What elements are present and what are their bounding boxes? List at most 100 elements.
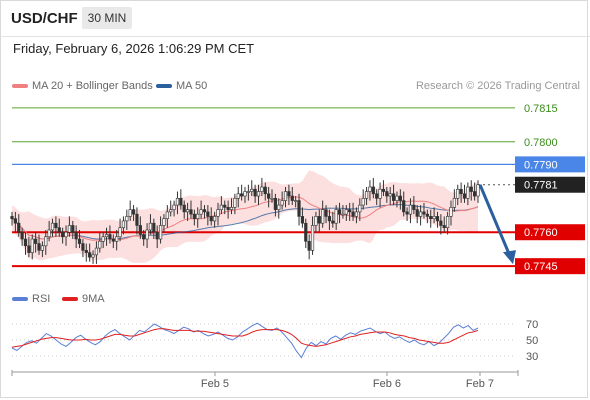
candle-body xyxy=(408,204,413,215)
candle-body xyxy=(429,216,433,219)
candle-body xyxy=(310,225,315,251)
candle-body xyxy=(253,188,257,197)
level-label-0.7760: 0.7760 xyxy=(524,227,558,239)
candle-body xyxy=(385,191,389,197)
candle-body xyxy=(229,207,234,210)
rsi-tick-50: 50 xyxy=(526,335,538,347)
ma50-swatch xyxy=(156,84,172,89)
candle-body xyxy=(209,216,213,222)
candle-body xyxy=(405,211,409,215)
candle-body xyxy=(337,209,342,215)
candle-body xyxy=(121,220,126,229)
candle-body xyxy=(391,193,396,201)
candle-body xyxy=(287,191,291,197)
legend-9ma-label: 9MA xyxy=(82,293,105,305)
candle-body xyxy=(185,209,190,213)
candle-body xyxy=(321,209,325,224)
candle-body xyxy=(98,240,102,249)
candle-body xyxy=(77,238,82,244)
candle-body xyxy=(263,186,267,195)
candle-body xyxy=(182,204,186,213)
candle-body xyxy=(162,218,166,226)
candle-body xyxy=(74,231,78,240)
candle-body xyxy=(466,186,470,199)
candle-body xyxy=(216,209,220,217)
symbol-label: USD/CHF xyxy=(11,10,78,27)
candle-body xyxy=(368,186,372,192)
candle-body xyxy=(348,209,352,213)
level-label-0.7800: 0.7800 xyxy=(524,137,558,149)
candle-body xyxy=(108,234,112,240)
candle-body xyxy=(88,252,92,258)
candle-body xyxy=(375,193,379,199)
candle-body xyxy=(236,193,240,199)
candle-body xyxy=(300,216,305,224)
candle-body xyxy=(192,213,196,219)
candle-body xyxy=(54,222,58,229)
candle-body xyxy=(459,188,463,195)
candle-body xyxy=(344,209,348,215)
timestamp: Friday, February 6, 2026 1:06:29 PM CET xyxy=(13,41,255,56)
chart-header: USD/CHF 30 MIN xyxy=(0,0,590,37)
candle-body xyxy=(250,188,254,192)
legend-ma50-label: MA 50 xyxy=(176,80,208,92)
candle-body xyxy=(179,198,183,206)
candle-body xyxy=(462,193,467,199)
level-label-0.7790: 0.7790 xyxy=(524,159,558,171)
level-tag-support xyxy=(515,224,585,241)
bollinger-band xyxy=(12,170,478,263)
candle-body xyxy=(128,209,132,217)
candle-body xyxy=(273,198,277,210)
candle-body xyxy=(165,211,169,219)
candle-body xyxy=(148,222,153,231)
timeframe-button[interactable]: 30 MIN xyxy=(82,7,132,29)
candle-body xyxy=(158,225,163,240)
candle-body xyxy=(91,254,95,258)
candle-body xyxy=(304,222,308,242)
credit-text: Research © 2026 Trading Central xyxy=(415,80,580,92)
candle-body xyxy=(233,198,237,208)
candle-body xyxy=(442,225,446,229)
candle-body xyxy=(331,220,335,224)
candle-body xyxy=(202,209,207,213)
candle-body xyxy=(20,231,24,240)
candle-body xyxy=(94,247,99,256)
candle-body xyxy=(40,245,44,251)
candle-body xyxy=(115,236,119,242)
legend-rsi-label: RSI xyxy=(32,293,51,305)
candle-body xyxy=(64,231,68,238)
legend-9ma: 9MA xyxy=(62,293,105,305)
candle-body xyxy=(334,209,338,224)
candle-body xyxy=(439,220,443,226)
candle-body xyxy=(175,198,180,206)
candle-body xyxy=(371,186,375,195)
time-tick-label: Feb 6 xyxy=(373,378,401,390)
candle-body xyxy=(44,236,48,247)
candle-body xyxy=(364,191,369,199)
candle-body xyxy=(452,198,456,208)
candle-body xyxy=(199,209,203,215)
candle-body xyxy=(84,250,88,253)
legend-ma50: MA 50 xyxy=(156,80,207,92)
candle-body xyxy=(169,209,173,213)
rsi-swatch xyxy=(12,297,28,302)
candle-body xyxy=(381,188,386,192)
candle-body xyxy=(138,225,142,235)
candle-body xyxy=(71,225,75,233)
candle-body xyxy=(152,222,156,233)
candle-body xyxy=(358,204,362,213)
time-tick-label: Feb 7 xyxy=(466,378,494,390)
candle-body xyxy=(142,234,146,240)
candle-body xyxy=(219,204,223,210)
candle-body xyxy=(23,238,28,247)
candle-body xyxy=(402,200,406,213)
rsi-tick-70: 70 xyxy=(526,319,538,331)
candle-body xyxy=(432,216,436,219)
level-label-0.7815: 0.7815 xyxy=(524,103,558,115)
candle-body xyxy=(81,243,85,251)
candle-body xyxy=(27,245,31,253)
candle-body xyxy=(412,204,416,210)
candle-body xyxy=(341,213,345,216)
